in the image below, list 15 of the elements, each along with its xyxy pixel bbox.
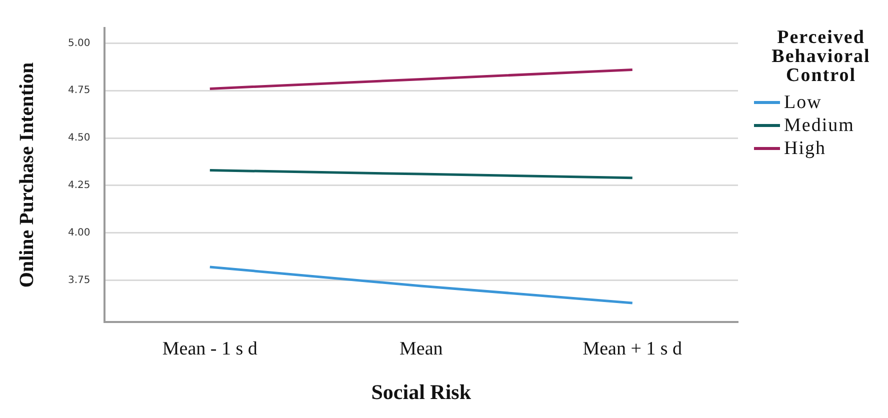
y-tick-label: 4.25 bbox=[68, 180, 90, 192]
y-tick-label: 3.75 bbox=[68, 274, 90, 286]
x-axis-title: Social Risk bbox=[371, 380, 472, 404]
y-tick-label: 4.00 bbox=[68, 227, 90, 238]
y-tick-label: 4.75 bbox=[68, 85, 90, 96]
x-tick-label: Mean bbox=[400, 338, 444, 360]
legend-label: Medium bbox=[784, 114, 854, 137]
y-tick-label: 4.50 bbox=[68, 132, 90, 144]
y-tick-label: 5.00 bbox=[68, 38, 90, 49]
legend-title: Perceived Behavioral Control bbox=[770, 27, 872, 86]
x-tick-label: Mean + 1 s d bbox=[582, 338, 683, 360]
x-tick-label: Mean - 1 s d bbox=[162, 338, 258, 360]
legend-label: High bbox=[784, 137, 826, 160]
y-axis-title: Online Purchase Intention bbox=[16, 62, 38, 288]
legend-label: Low bbox=[784, 91, 822, 114]
